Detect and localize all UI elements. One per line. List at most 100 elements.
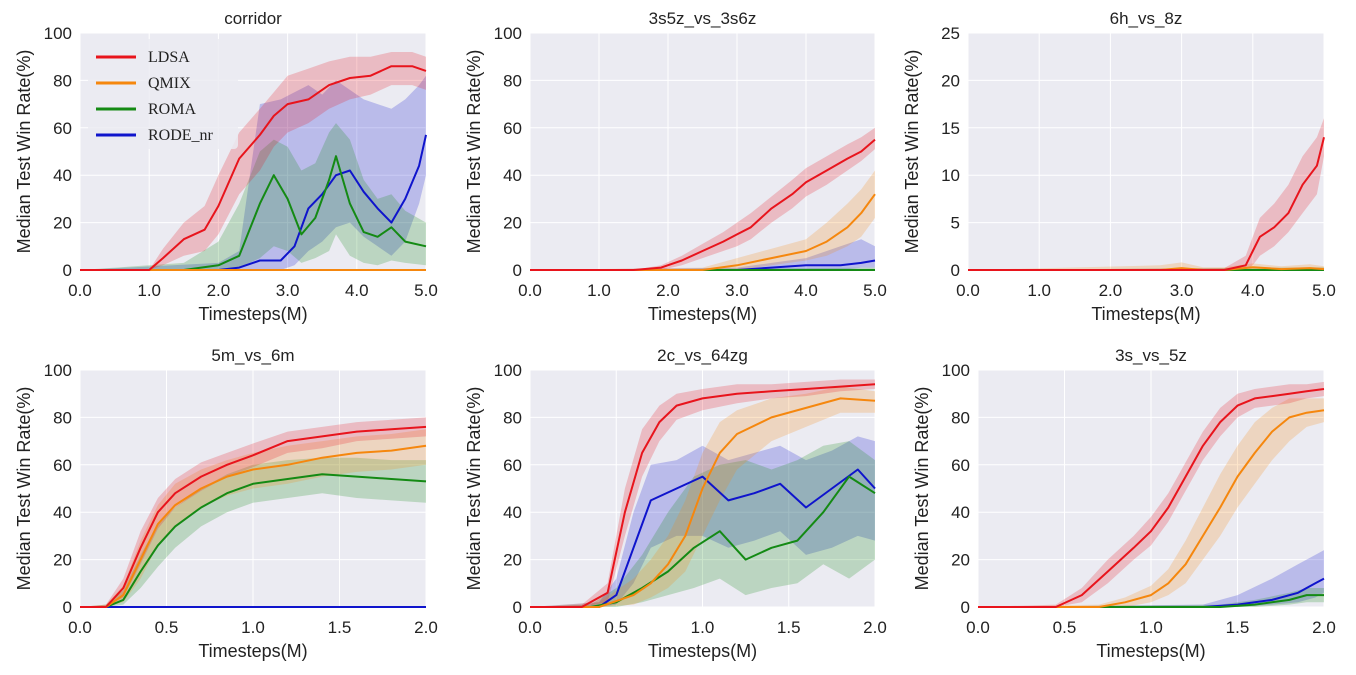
band-QMIX: [80, 429, 426, 607]
band-RODE_nr: [530, 239, 875, 270]
y-tick-label: 20: [503, 551, 522, 570]
legend-box: [88, 39, 238, 149]
x-tick-label: 0.0: [956, 281, 980, 300]
x-tick-label: 2.0: [414, 618, 438, 637]
y-tick-label: 100: [494, 24, 522, 43]
chart-title: 2c_vs_64zg: [657, 346, 748, 365]
series-line-ROMA: [530, 475, 876, 608]
y-tick-label: 0: [513, 261, 522, 280]
series-line-LDSA: [978, 388, 1325, 608]
y-tick-label: 40: [951, 503, 970, 522]
x-tick-label: 3.0: [276, 281, 300, 300]
band-RODE_nr: [978, 550, 1324, 607]
x-tick-label: 1.0: [1027, 281, 1051, 300]
x-tick-label: 0.5: [604, 618, 628, 637]
series-line-QMIX: [80, 444, 427, 608]
x-tick-label: 1.5: [1226, 618, 1250, 637]
y-tick-label: 60: [53, 456, 72, 475]
chart-panel-3s_vs_5z: 0.0 0.5 1.0 1.5 2.0 0 20 40 60 80 100 3s_vs_5z Times…: [912, 346, 1336, 661]
chart-title: 5m_vs_6m: [211, 346, 294, 365]
band-ROMA: [80, 123, 426, 270]
band-ROMA: [530, 441, 875, 607]
x-tick-label: 4.0: [794, 281, 818, 300]
x-tick-label: 0.5: [155, 618, 179, 637]
x-tick-label: 4.0: [345, 281, 369, 300]
x-axis-label: Timesteps(M): [1091, 304, 1200, 324]
y-tick-label: 60: [53, 119, 72, 138]
y-axis-label: Median Test Win Rate(%): [464, 50, 484, 254]
y-tick-label: 0: [961, 598, 970, 617]
x-tick-label: 3.0: [1170, 281, 1194, 300]
y-tick-label: 80: [503, 71, 522, 90]
y-tick-label: 20: [503, 214, 522, 233]
legend-label-ROMA: ROMA: [148, 101, 196, 118]
y-tick-label: 0: [951, 261, 960, 280]
y-tick-label: 80: [53, 408, 72, 427]
band-QMIX: [978, 398, 1324, 607]
y-axis-label: Median Test Win Rate(%): [14, 387, 34, 591]
x-tick-label: 2.0: [656, 281, 680, 300]
series-line-LDSA: [530, 383, 876, 608]
y-axis-label: Median Test Win Rate(%): [464, 387, 484, 591]
y-tick-label: 20: [941, 71, 960, 90]
band-ROMA: [978, 588, 1324, 607]
series-line-RODE_nr: [530, 468, 876, 608]
band-QMIX: [530, 170, 875, 270]
series-line-ROMA: [80, 473, 427, 608]
y-tick-label: 0: [513, 598, 522, 617]
y-tick-label: 25: [941, 24, 960, 43]
y-tick-label: 80: [53, 71, 72, 90]
chart-panel-3s5z_vs_3s6z: 0.0 1.0 2.0 3.0 4.0 5.0 0 20 40 60 80 100 3s5z_vs_3s…: [464, 9, 887, 324]
y-axis-label: Median Test Win Rate(%): [14, 50, 34, 254]
x-tick-label: 3.0: [725, 281, 749, 300]
y-tick-label: 100: [494, 361, 522, 380]
band-QMIX: [530, 386, 875, 607]
y-tick-label: 100: [44, 24, 72, 43]
legend-label-QMIX: QMIX: [148, 75, 191, 92]
series-line-RODE_nr: [80, 134, 427, 271]
y-tick-label: 80: [951, 408, 970, 427]
plot-background: [530, 33, 875, 270]
x-tick-label: 5.0: [863, 281, 887, 300]
x-tick-label: 1.0: [241, 618, 265, 637]
plot-background: [968, 33, 1324, 270]
legend-label-LDSA: LDSA: [148, 49, 190, 66]
x-axis-label: Timesteps(M): [648, 641, 757, 661]
x-tick-label: 0.0: [966, 618, 990, 637]
x-tick-label: 0.0: [518, 618, 542, 637]
x-axis-label: Timesteps(M): [1096, 641, 1205, 661]
x-tick-label: 2.0: [1312, 618, 1336, 637]
band-LDSA: [80, 52, 426, 270]
y-tick-label: 100: [44, 361, 72, 380]
x-tick-label: 1.0: [587, 281, 611, 300]
legend-label-RODE_nr: RODE_nr: [148, 127, 214, 144]
band-RODE_nr: [530, 436, 875, 607]
x-axis-label: Timesteps(M): [648, 304, 757, 324]
y-tick-label: 10: [941, 166, 960, 185]
chart-title: corridor: [224, 9, 282, 28]
series-line-LDSA: [968, 137, 1325, 271]
x-tick-label: 1.0: [691, 618, 715, 637]
y-tick-label: 0: [63, 261, 72, 280]
y-tick-label: 15: [941, 119, 960, 138]
series-line-ROMA: [978, 594, 1324, 608]
y-tick-label: 60: [503, 119, 522, 138]
y-tick-label: 40: [503, 166, 522, 185]
x-tick-label: 1.0: [1139, 618, 1163, 637]
series-line-LDSA: [80, 65, 427, 271]
chart-panel-6h_vs_8z: 0.0 1.0 2.0 3.0 4.0 5.0 0 5 10 15 20 25 6h_vs_8z Time…: [902, 9, 1336, 324]
series-line-LDSA: [530, 138, 876, 271]
series-line-ROMA: [80, 155, 427, 271]
x-axis-label: Timesteps(M): [198, 641, 307, 661]
chart-panel-corridor: 0.0 1.0 2.0 3.0 4.0 5.0 0 20 40 60 80 100 corridor Ti…: [14, 9, 438, 324]
y-tick-label: 80: [503, 408, 522, 427]
series-line-QMIX: [530, 193, 876, 271]
series-line-LDSA: [80, 425, 427, 608]
y-axis-label: Median Test Win Rate(%): [912, 387, 932, 591]
legend: LDSA QMIX ROMA RODE_nr: [88, 39, 238, 149]
x-tick-label: 4.0: [1241, 281, 1265, 300]
y-tick-label: 20: [53, 214, 72, 233]
y-tick-label: 60: [951, 456, 970, 475]
y-tick-label: 20: [951, 551, 970, 570]
